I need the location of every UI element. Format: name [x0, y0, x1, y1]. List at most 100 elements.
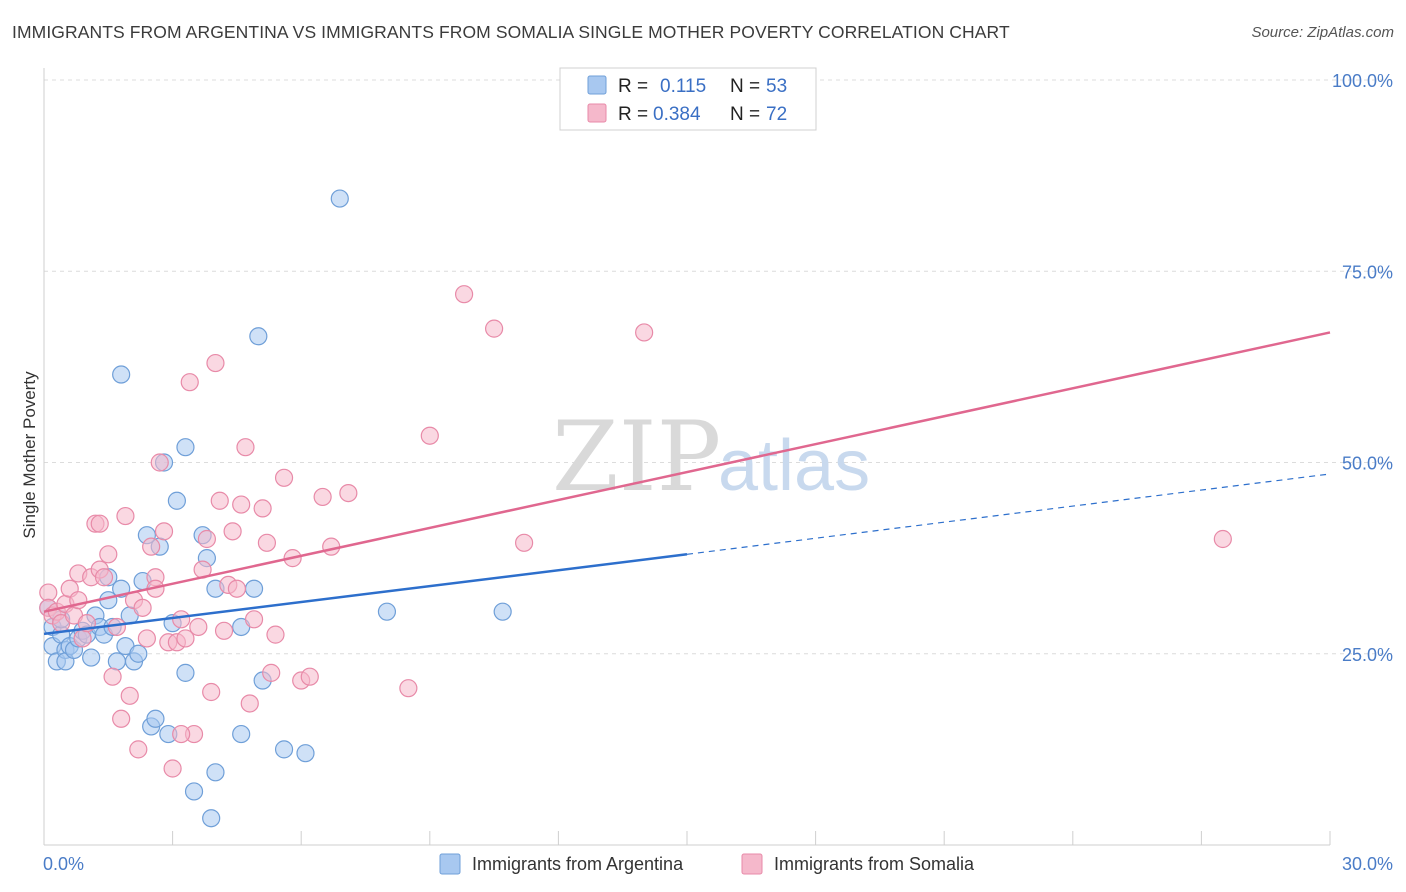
point-somalia — [107, 617, 126, 637]
point-somalia — [129, 740, 148, 759]
point-argentina — [146, 709, 165, 728]
point-argentina — [206, 763, 225, 782]
chart-title: IMMIGRANTS FROM ARGENTINA VS IMMIGRANTS … — [12, 22, 1010, 42]
point-argentina — [176, 663, 195, 682]
point-somalia — [103, 667, 122, 686]
x-tick-label-30: 30.0% — [1342, 854, 1393, 874]
point-somalia — [635, 323, 654, 342]
point-somalia — [240, 694, 259, 713]
point-somalia — [244, 610, 264, 629]
point-argentina — [107, 652, 126, 671]
y-tick-label-25: 25.0% — [1342, 645, 1393, 665]
point-somalia — [274, 468, 294, 487]
legend-swatch-argentina — [587, 75, 607, 95]
trend-line-somalia — [43, 331, 1331, 613]
point-somalia — [485, 319, 504, 338]
point-somalia — [133, 598, 152, 617]
point-somalia — [257, 533, 277, 552]
legend-r-value-argentina: 0.115 — [660, 76, 706, 97]
point-argentina — [184, 782, 204, 801]
point-argentina — [330, 189, 349, 208]
point-somalia — [137, 629, 156, 648]
legend: R = 0.115 N = 53 R = 0.384 N = 72 — [559, 67, 817, 131]
point-somalia — [180, 373, 199, 392]
legend-r-value-somalia: 0.384 — [653, 104, 701, 125]
point-somalia — [253, 499, 272, 518]
point-somalia — [339, 484, 358, 503]
legend-n-label-somalia: N = — [730, 104, 760, 125]
point-argentina — [274, 740, 294, 759]
legend-n-value-somalia: 72 — [766, 104, 787, 125]
point-somalia — [116, 506, 135, 526]
point-somalia — [142, 537, 161, 556]
bottom-legend-argentina: Immigrants from Argentina — [472, 854, 684, 874]
point-somalia — [39, 583, 58, 602]
bottom-legend: Immigrants from Argentina Immigrants fro… — [439, 853, 975, 875]
point-somalia — [322, 537, 341, 556]
point-somalia — [227, 579, 246, 598]
bottom-legend-swatch-somalia — [741, 853, 763, 875]
point-somalia — [150, 453, 169, 472]
point-somalia — [172, 610, 191, 629]
legend-swatch-somalia — [587, 103, 607, 123]
point-somalia — [120, 686, 139, 705]
point-somalia — [420, 426, 439, 445]
watermark-atlas: atlas — [718, 426, 870, 506]
point-somalia — [154, 522, 174, 541]
point-argentina — [202, 809, 221, 828]
point-somalia — [112, 709, 131, 728]
point-argentina — [232, 724, 251, 744]
point-argentina — [377, 602, 397, 621]
series-argentina-points — [39, 189, 512, 828]
point-somalia — [197, 529, 216, 549]
point-somalia — [99, 545, 118, 564]
point-argentina — [249, 327, 268, 346]
axes — [43, 68, 1331, 846]
point-somalia — [176, 629, 195, 648]
point-argentina — [296, 744, 315, 763]
point-somalia — [206, 353, 225, 373]
legend-r-label-argentina: R = — [618, 76, 648, 97]
y-tick-labels: 25.0% 50.0% 75.0% 100.0% — [1332, 71, 1393, 665]
y-tick-label-75: 75.0% — [1342, 262, 1393, 282]
point-somalia — [399, 679, 418, 698]
point-argentina — [493, 602, 512, 621]
point-somalia — [515, 533, 534, 552]
point-argentina — [129, 644, 148, 663]
point-somalia — [266, 625, 285, 644]
point-argentina — [82, 648, 101, 667]
x-tick-label-0: 0.0% — [43, 854, 84, 874]
point-somalia — [73, 629, 92, 648]
point-somalia — [172, 724, 191, 744]
legend-n-label-argentina: N = — [730, 76, 760, 97]
point-somalia — [313, 487, 332, 507]
series-somalia-points — [39, 285, 1232, 778]
watermark: ZIP atlas — [552, 401, 870, 513]
point-somalia — [94, 568, 114, 587]
point-somalia — [214, 621, 234, 640]
point-argentina — [244, 579, 264, 598]
point-somalia — [236, 438, 255, 457]
point-somalia — [223, 522, 242, 541]
bottom-legend-swatch-argentina — [439, 853, 461, 875]
y-tick-label-100: 100.0% — [1332, 71, 1393, 91]
trend-lines — [43, 331, 1331, 636]
point-somalia — [300, 667, 319, 686]
legend-n-value-argentina: 53 — [766, 76, 787, 97]
legend-r-label-somalia: R = — [618, 104, 648, 125]
point-argentina — [176, 438, 195, 457]
y-tick-label-50: 50.0% — [1342, 454, 1393, 474]
point-somalia — [262, 663, 281, 682]
point-somalia — [202, 682, 221, 702]
trend-line-argentina-extension — [686, 473, 1331, 555]
point-argentina — [112, 365, 131, 384]
point-somalia — [210, 491, 229, 510]
point-somalia — [1213, 529, 1232, 549]
point-somalia — [232, 495, 251, 514]
bottom-legend-somalia: Immigrants from Somalia — [774, 854, 975, 874]
point-somalia — [454, 285, 474, 304]
point-somalia — [189, 617, 208, 637]
point-somalia — [163, 759, 182, 778]
point-argentina — [167, 491, 186, 510]
